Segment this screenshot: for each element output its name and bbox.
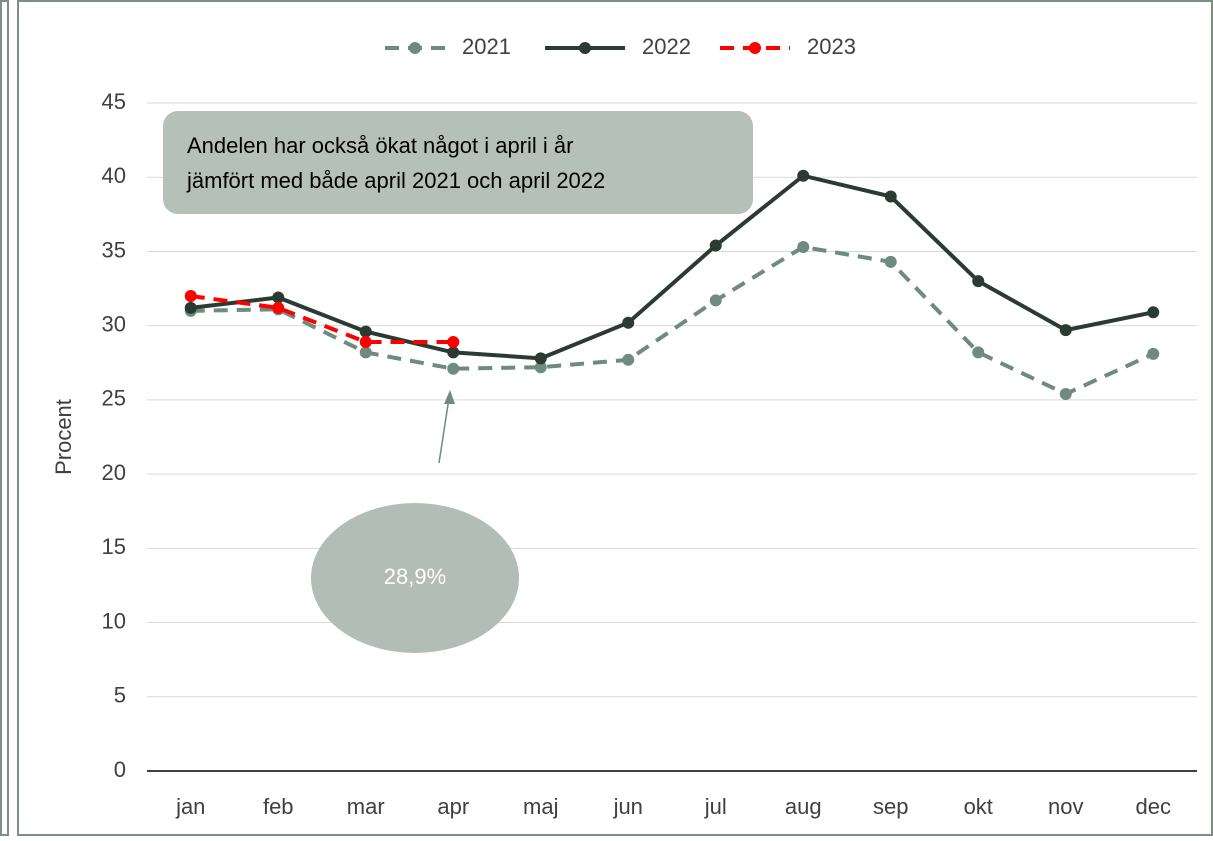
callout-text: 28,9% bbox=[384, 564, 446, 589]
y-tick-label: 15 bbox=[102, 534, 126, 559]
series-marker bbox=[972, 346, 985, 359]
series-marker bbox=[709, 239, 722, 252]
callout-arrowhead bbox=[444, 390, 455, 404]
x-tick-label: sep bbox=[873, 794, 908, 819]
legend-label: 2022 bbox=[642, 34, 691, 59]
series-marker bbox=[884, 255, 897, 268]
x-tick-label: apr bbox=[437, 794, 469, 819]
x-tick-label: okt bbox=[964, 794, 993, 819]
x-tick-label: dec bbox=[1136, 794, 1171, 819]
y-tick-label: 35 bbox=[102, 237, 126, 262]
series-marker bbox=[797, 169, 810, 182]
series-marker bbox=[534, 361, 547, 374]
legend-marker bbox=[409, 42, 421, 54]
series-marker bbox=[534, 352, 547, 365]
series-marker bbox=[884, 190, 897, 203]
y-tick-label: 45 bbox=[102, 89, 126, 114]
series-marker bbox=[447, 346, 460, 359]
series-marker bbox=[359, 346, 372, 359]
x-tick-label: maj bbox=[523, 794, 558, 819]
legend-label: 2023 bbox=[807, 34, 856, 59]
y-tick-label: 25 bbox=[102, 386, 126, 411]
series-marker bbox=[709, 294, 722, 307]
series-marker bbox=[1059, 387, 1072, 400]
series-marker bbox=[184, 289, 197, 302]
series-marker bbox=[622, 353, 635, 366]
x-tick-label: mar bbox=[347, 794, 385, 819]
series-line bbox=[190, 173, 1154, 361]
x-tick-label: feb bbox=[263, 794, 294, 819]
annotation-text: jämfört med både april 2021 och april 20… bbox=[186, 168, 605, 193]
legend-marker bbox=[749, 42, 761, 54]
y-tick-label: 0 bbox=[114, 757, 126, 782]
series-marker bbox=[797, 240, 810, 253]
x-tick-label: nov bbox=[1048, 794, 1083, 819]
series-marker bbox=[447, 362, 460, 375]
series-marker bbox=[184, 301, 197, 314]
frame bbox=[17, 0, 1213, 836]
series-marker bbox=[1147, 306, 1160, 319]
series-marker bbox=[359, 325, 372, 338]
series-marker bbox=[447, 335, 460, 348]
frame-left bbox=[0, 0, 9, 836]
y-axis-label: Procent bbox=[51, 399, 76, 475]
y-tick-label: 5 bbox=[114, 683, 126, 708]
series-marker bbox=[1059, 324, 1072, 337]
callout-arrow bbox=[438, 397, 450, 464]
series-marker bbox=[622, 316, 635, 329]
series-marker bbox=[272, 301, 285, 314]
y-tick-label: 40 bbox=[102, 163, 126, 188]
series-marker bbox=[1147, 347, 1160, 360]
series-marker bbox=[972, 275, 985, 288]
y-tick-label: 10 bbox=[102, 608, 126, 633]
series-line bbox=[190, 244, 1155, 397]
legend-label: 2021 bbox=[462, 34, 511, 59]
legend-marker bbox=[579, 42, 591, 54]
series-marker bbox=[272, 291, 285, 304]
annotation-box bbox=[163, 111, 753, 214]
x-tick-label: jul bbox=[704, 794, 727, 819]
y-tick-label: 20 bbox=[102, 460, 126, 485]
plot: 0 5 10 15 20 25 30 35 40 45 jan feb mar apr maj jun jul a… bbox=[102, 34, 1197, 819]
annotation-text: Andelen har också ökat något i april i å… bbox=[187, 133, 573, 158]
x-tick-label: jun bbox=[613, 794, 643, 819]
series-marker bbox=[359, 335, 372, 348]
y-tick-label: 30 bbox=[102, 311, 126, 336]
x-tick-label: jan bbox=[175, 794, 205, 819]
x-tick-label: aug bbox=[785, 794, 822, 819]
callout-bubble bbox=[311, 503, 519, 653]
